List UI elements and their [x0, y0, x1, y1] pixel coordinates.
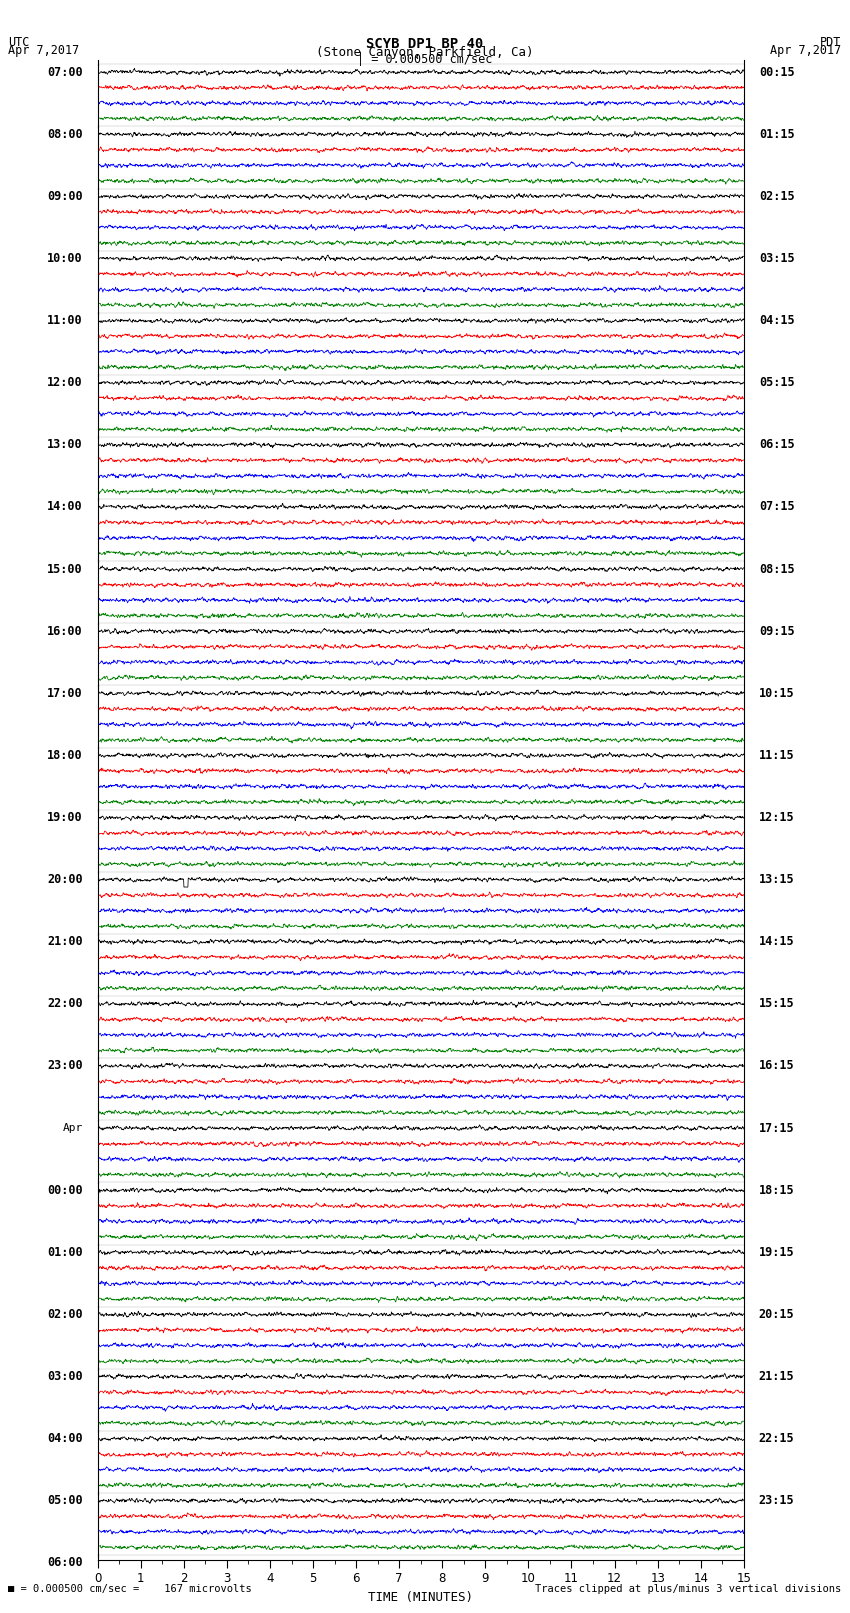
Text: 03:00: 03:00 [47, 1369, 82, 1382]
Text: 02:15: 02:15 [759, 190, 795, 203]
Text: 19:00: 19:00 [47, 811, 82, 824]
Text: 23:00: 23:00 [47, 1060, 82, 1073]
Text: 23:15: 23:15 [759, 1494, 795, 1507]
Text: 19:15: 19:15 [759, 1245, 795, 1258]
X-axis label: TIME (MINUTES): TIME (MINUTES) [368, 1590, 473, 1603]
Text: 18:00: 18:00 [47, 748, 82, 761]
Text: 20:15: 20:15 [759, 1308, 795, 1321]
Text: 13:00: 13:00 [47, 439, 82, 452]
Text: 11:15: 11:15 [759, 748, 795, 761]
Text: 07:00: 07:00 [47, 66, 82, 79]
Text: 21:15: 21:15 [759, 1369, 795, 1382]
Text: 05:00: 05:00 [47, 1494, 82, 1507]
Text: 10:00: 10:00 [47, 252, 82, 265]
Text: 07:15: 07:15 [759, 500, 795, 513]
Text: 17:00: 17:00 [47, 687, 82, 700]
Text: 10:15: 10:15 [759, 687, 795, 700]
Text: SCYB DP1 BP 40: SCYB DP1 BP 40 [366, 37, 484, 50]
Text: 00:00: 00:00 [47, 1184, 82, 1197]
Text: 04:00: 04:00 [47, 1432, 82, 1445]
Text: 08:15: 08:15 [759, 563, 795, 576]
Text: 03:15: 03:15 [759, 252, 795, 265]
Text: Apr: Apr [62, 1123, 82, 1132]
Text: 22:15: 22:15 [759, 1432, 795, 1445]
Text: │ = 0.000500 cm/sec: │ = 0.000500 cm/sec [357, 52, 493, 66]
Text: 09:00: 09:00 [47, 190, 82, 203]
Text: 12:00: 12:00 [47, 376, 82, 389]
Text: 16:15: 16:15 [759, 1060, 795, 1073]
Text: 09:15: 09:15 [759, 624, 795, 637]
Text: Traces clipped at plus/minus 3 vertical divisions: Traces clipped at plus/minus 3 vertical … [536, 1584, 842, 1594]
Text: 14:15: 14:15 [759, 936, 795, 948]
Text: 15:00: 15:00 [47, 563, 82, 576]
Text: 01:00: 01:00 [47, 1245, 82, 1258]
Text: 20:00: 20:00 [47, 873, 82, 886]
Text: 08:00: 08:00 [47, 127, 82, 140]
Text: 22:00: 22:00 [47, 997, 82, 1010]
Text: UTC: UTC [8, 35, 30, 50]
Text: 15:15: 15:15 [759, 997, 795, 1010]
Text: (Stone Canyon, Parkfield, Ca): (Stone Canyon, Parkfield, Ca) [316, 45, 534, 58]
Text: PDT: PDT [820, 35, 842, 50]
Text: 14:00: 14:00 [47, 500, 82, 513]
Text: 13:15: 13:15 [759, 873, 795, 886]
Text: 06:00: 06:00 [47, 1557, 82, 1569]
Text: 04:15: 04:15 [759, 315, 795, 327]
Text: 06:15: 06:15 [759, 439, 795, 452]
Text: Apr 7,2017: Apr 7,2017 [770, 44, 842, 58]
Text: 00:15: 00:15 [759, 66, 795, 79]
Text: 02:00: 02:00 [47, 1308, 82, 1321]
Text: 05:15: 05:15 [759, 376, 795, 389]
Text: 16:00: 16:00 [47, 624, 82, 637]
Text: 11:00: 11:00 [47, 315, 82, 327]
Text: 17:15: 17:15 [759, 1121, 795, 1134]
Text: 01:15: 01:15 [759, 127, 795, 140]
Text: Apr 7,2017: Apr 7,2017 [8, 44, 80, 58]
Text: 18:15: 18:15 [759, 1184, 795, 1197]
Text: 12:15: 12:15 [759, 811, 795, 824]
Text: ■ = 0.000500 cm/sec =    167 microvolts: ■ = 0.000500 cm/sec = 167 microvolts [8, 1584, 252, 1594]
Text: 21:00: 21:00 [47, 936, 82, 948]
